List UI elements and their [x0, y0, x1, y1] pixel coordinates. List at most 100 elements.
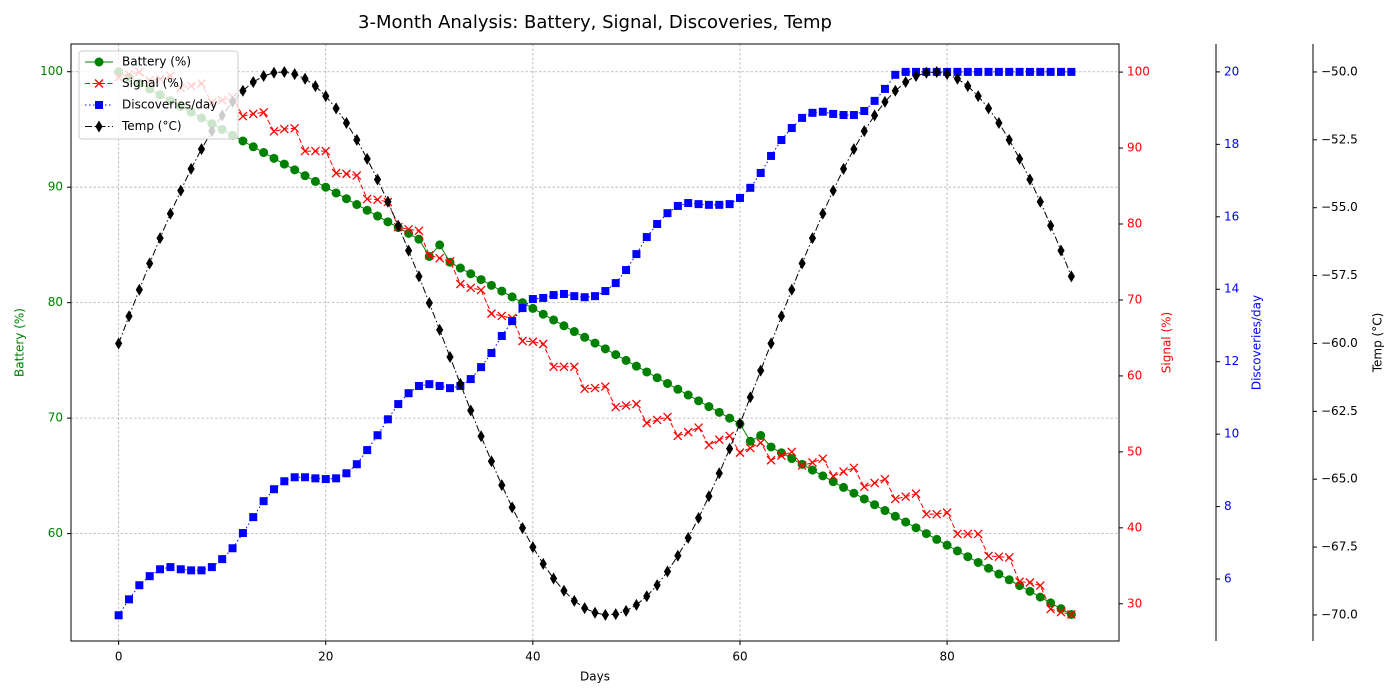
point [622, 604, 630, 617]
y-tick-label: −52.5 [1321, 132, 1358, 146]
point [528, 337, 538, 347]
y-tick-label: 70 [1127, 292, 1142, 306]
point [674, 549, 682, 562]
point [684, 199, 693, 208]
point [549, 315, 559, 325]
point [341, 194, 351, 204]
point [787, 447, 797, 457]
point [849, 111, 858, 120]
point [715, 467, 723, 480]
legend-label: Discoveries/day [122, 98, 217, 112]
point [373, 173, 382, 186]
series [115, 65, 1075, 621]
point [559, 362, 569, 372]
point [735, 448, 745, 458]
point [331, 168, 341, 178]
point [787, 124, 796, 133]
point [994, 552, 1004, 562]
point [984, 563, 994, 573]
point [259, 107, 269, 117]
point [952, 529, 962, 539]
point [974, 67, 983, 76]
point [850, 143, 858, 156]
point [248, 142, 258, 152]
legend-label: Temp (°C) [121, 119, 182, 133]
point [549, 572, 558, 585]
point [415, 270, 423, 283]
point [1056, 607, 1066, 617]
point [446, 351, 454, 364]
legend-marker [95, 120, 103, 133]
point [612, 608, 620, 621]
point [352, 460, 361, 469]
y-axis-label: Signal (%) [1160, 312, 1174, 373]
point [270, 66, 278, 79]
point [933, 65, 941, 78]
y-tick-label: 8 [1224, 499, 1232, 513]
y-tick-label: −60.0 [1321, 336, 1358, 350]
point [280, 65, 288, 78]
y-tick-label: 90 [1127, 141, 1142, 155]
point [353, 133, 361, 146]
point [756, 168, 765, 177]
point [518, 304, 527, 313]
point [756, 430, 766, 440]
point [859, 482, 869, 492]
point [414, 381, 423, 390]
point [725, 413, 735, 423]
point [829, 184, 837, 197]
point [177, 184, 185, 197]
point [435, 381, 444, 390]
point [146, 257, 154, 270]
point [239, 84, 247, 97]
point [591, 606, 599, 619]
point [818, 454, 828, 464]
point [1004, 575, 1014, 585]
point [994, 67, 1003, 76]
point [631, 399, 641, 409]
point [156, 565, 165, 574]
point [943, 68, 951, 81]
point [767, 337, 775, 350]
point [880, 506, 890, 516]
point [1015, 577, 1025, 587]
legend-marker [94, 79, 104, 88]
point [714, 407, 724, 417]
y-tick-label: 10 [1224, 427, 1239, 441]
point [963, 552, 973, 562]
point [414, 226, 424, 236]
point [290, 165, 300, 175]
point [1015, 152, 1024, 165]
point [870, 500, 880, 510]
point [808, 232, 817, 245]
x-tick-label: 0 [115, 650, 123, 664]
point [560, 584, 568, 597]
point [238, 529, 247, 538]
point [756, 438, 766, 448]
point [445, 256, 455, 266]
point [279, 159, 289, 169]
point [735, 193, 744, 202]
chart-title: 3-Month Analysis: Battery, Signal, Disco… [358, 12, 832, 33]
point [984, 102, 993, 115]
x-tick-label: 80 [939, 650, 954, 664]
point [466, 375, 475, 384]
legend-label: Battery (%) [122, 55, 191, 69]
y-tick-label: 100 [40, 64, 63, 78]
point [600, 382, 610, 392]
point [870, 478, 880, 488]
point [942, 508, 952, 518]
point [260, 70, 268, 83]
point [269, 485, 278, 494]
point [425, 380, 434, 389]
point [301, 72, 309, 85]
point [1025, 67, 1034, 76]
point [269, 153, 279, 163]
point [476, 275, 486, 285]
point [363, 152, 371, 165]
point [310, 176, 320, 186]
point [238, 136, 248, 146]
point [570, 292, 579, 301]
point [528, 295, 537, 304]
point [228, 544, 237, 553]
